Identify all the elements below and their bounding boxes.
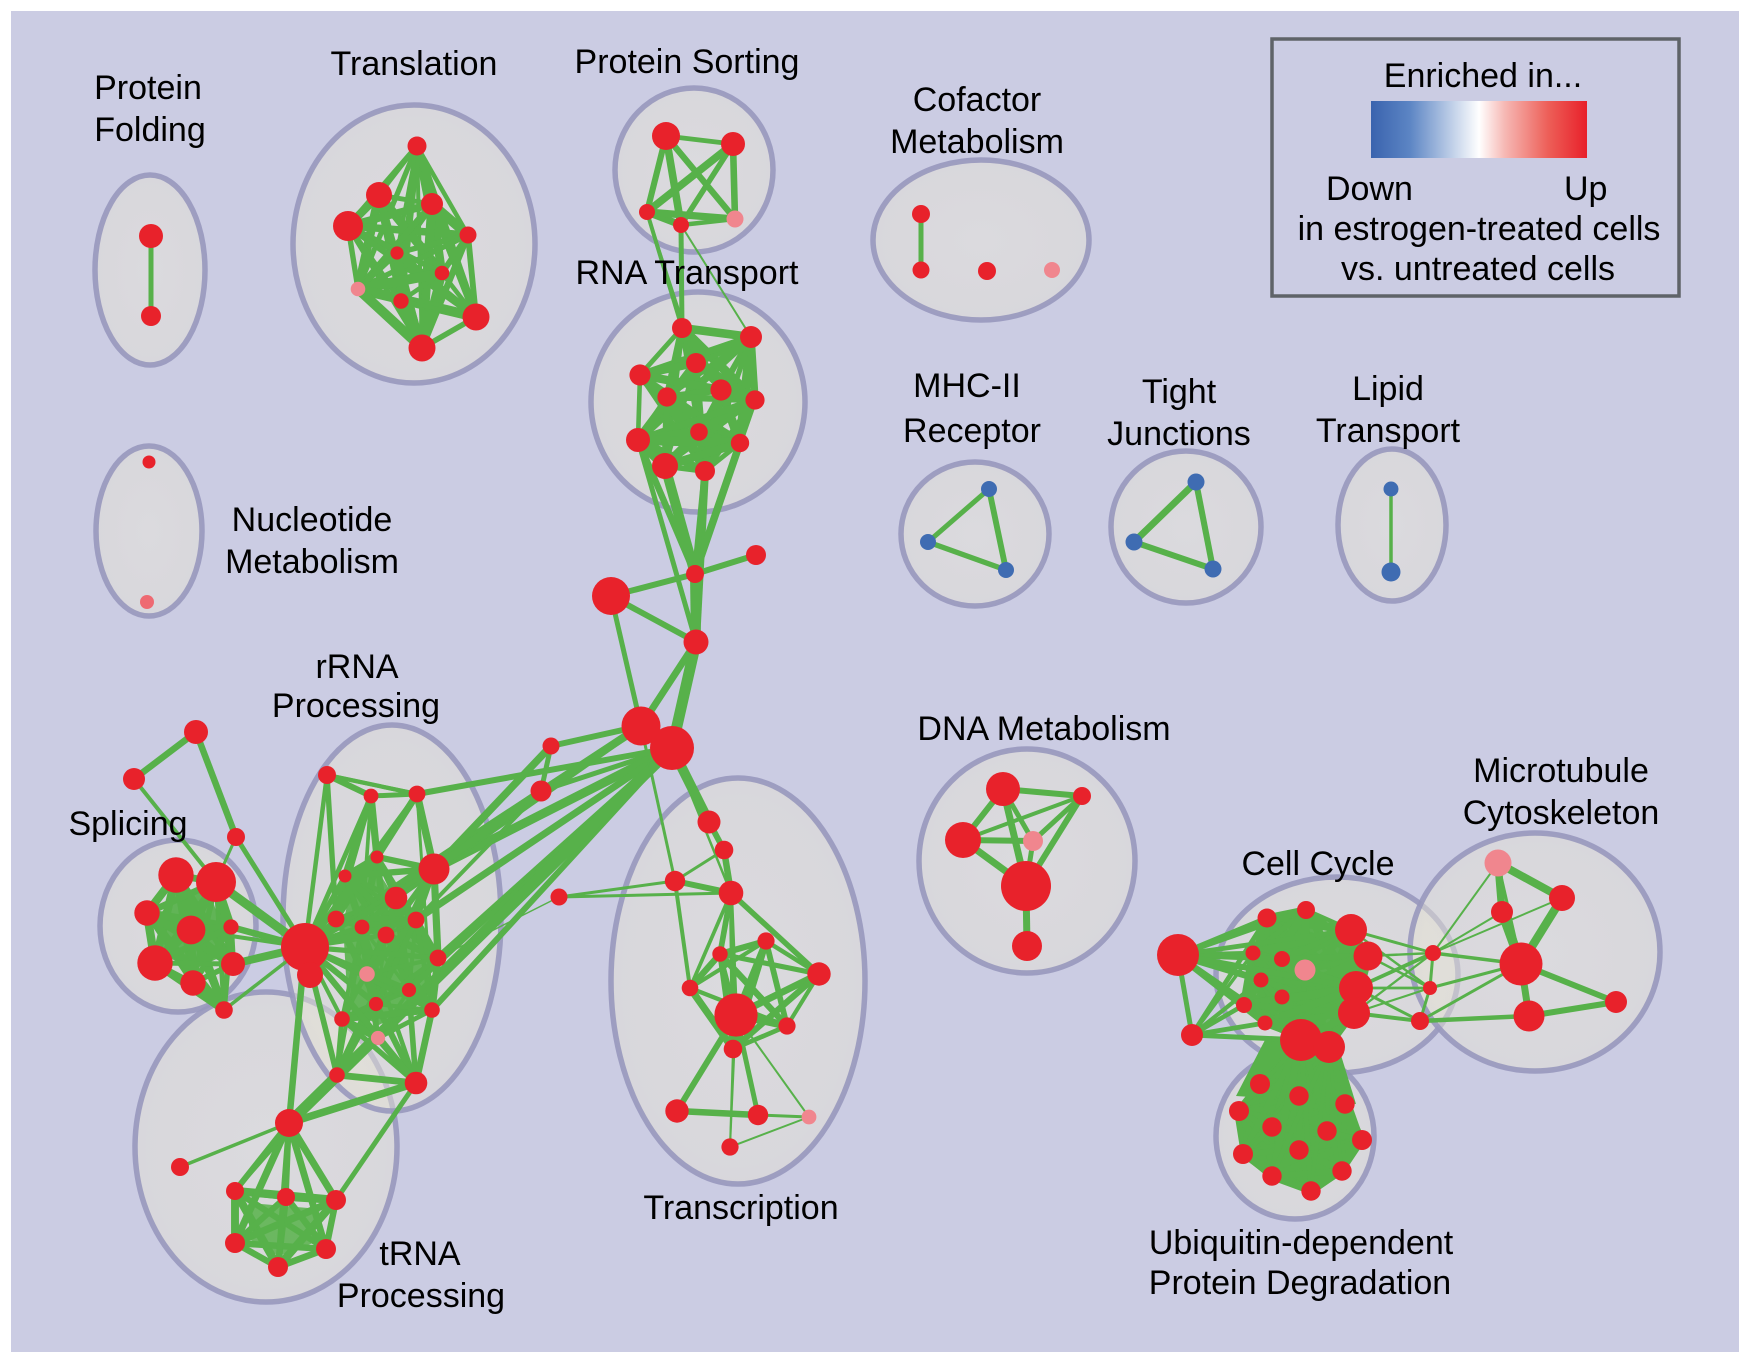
- svg-text:Microtubule: Microtubule: [1473, 752, 1649, 790]
- svg-text:in estrogen-treated cells: in estrogen-treated cells: [1298, 210, 1661, 248]
- svg-text:Cofactor: Cofactor: [913, 81, 1042, 119]
- svg-text:Lipid: Lipid: [1352, 370, 1424, 408]
- svg-text:vs. untreated cells: vs. untreated cells: [1341, 250, 1615, 288]
- svg-text:Transcription: Transcription: [643, 1189, 838, 1227]
- svg-text:Protein Sorting: Protein Sorting: [575, 43, 800, 81]
- svg-text:MHC-II: MHC-II: [913, 367, 1021, 405]
- svg-text:Folding: Folding: [94, 111, 206, 149]
- svg-text:Up: Up: [1564, 170, 1607, 208]
- svg-text:Junctions: Junctions: [1107, 415, 1251, 453]
- svg-text:Transport: Transport: [1316, 412, 1461, 450]
- svg-text:rRNA: rRNA: [315, 648, 398, 686]
- svg-text:Ubiquitin-dependent: Ubiquitin-dependent: [1149, 1224, 1454, 1262]
- svg-text:RNA Transport: RNA Transport: [576, 254, 800, 292]
- svg-text:Translation: Translation: [331, 45, 498, 83]
- svg-text:DNA Metabolism: DNA Metabolism: [917, 710, 1170, 748]
- svg-text:Splicing: Splicing: [68, 805, 187, 843]
- svg-text:Cytoskeleton: Cytoskeleton: [1463, 794, 1660, 832]
- svg-text:Nucleotide: Nucleotide: [232, 501, 393, 539]
- svg-text:Protein: Protein: [94, 69, 202, 107]
- svg-text:Metabolism: Metabolism: [890, 123, 1064, 161]
- svg-text:Cell Cycle: Cell Cycle: [1241, 845, 1394, 883]
- svg-text:Metabolism: Metabolism: [225, 543, 399, 581]
- svg-text:Protein Degradation: Protein Degradation: [1149, 1264, 1451, 1302]
- svg-text:Processing: Processing: [272, 687, 440, 725]
- svg-text:Enriched in...: Enriched in...: [1384, 57, 1582, 95]
- svg-text:tRNA: tRNA: [379, 1235, 461, 1273]
- svg-text:Receptor: Receptor: [903, 412, 1041, 450]
- svg-text:Processing: Processing: [337, 1277, 505, 1315]
- svg-text:Down: Down: [1326, 170, 1413, 208]
- svg-text:Tight: Tight: [1142, 373, 1217, 411]
